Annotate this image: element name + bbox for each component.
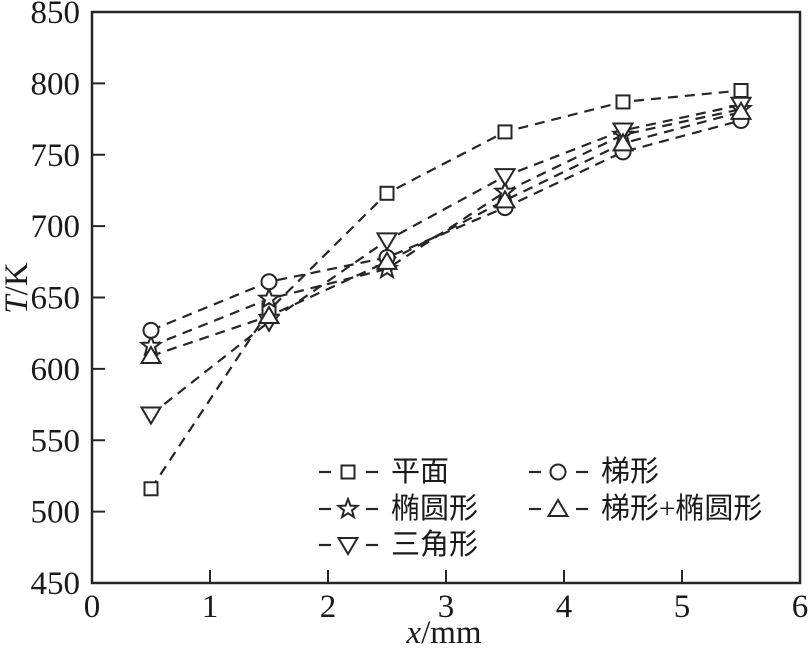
legend-item-triangle: 三角形	[318, 528, 478, 562]
x-tick-label: 0	[84, 589, 101, 625]
y-tick-label: 650	[31, 281, 81, 317]
triangle-up-marker	[257, 305, 281, 325]
square-marker	[615, 94, 631, 110]
x-tick-label: 1	[202, 589, 219, 625]
legend-label: 椭圆形	[391, 493, 479, 525]
y-tick-label: 500	[31, 495, 81, 531]
triangle-down-marker	[493, 168, 517, 188]
circle-marker	[260, 273, 278, 291]
legend-label: 梯形	[601, 456, 660, 488]
legend-item-plane: 平面	[318, 455, 449, 489]
series-line-1	[150, 108, 742, 348]
triangle-up-marker	[139, 345, 163, 365]
circle-marker	[549, 463, 567, 481]
star-marker-icon	[319, 497, 378, 520]
y-tick-label: 800	[31, 66, 81, 102]
y-tick-label: 600	[31, 352, 81, 388]
triangle-up-marker	[546, 498, 570, 517]
legend-item-trapezoid: 梯形	[528, 455, 659, 489]
square-marker-icon	[319, 464, 378, 480]
triangle-up-marker	[493, 189, 517, 209]
x-axis-title: x/mm	[344, 616, 544, 652]
legend-label: 三角形	[391, 529, 479, 561]
x-axis-unit: /mm	[421, 615, 482, 651]
triangle-down-marker	[139, 406, 163, 426]
x-tick-label: 3	[438, 589, 455, 625]
triangle-up-marker-icon	[529, 498, 588, 517]
y-axis-title: T/K	[0, 228, 35, 348]
legend-label: 梯形+椭圆形	[601, 493, 763, 525]
y-axis-variable: T	[0, 295, 35, 314]
x-tick-label: 6	[792, 589, 808, 625]
triangle-up-marker	[375, 250, 399, 270]
y-tick-label: 700	[31, 209, 81, 245]
square-marker	[379, 185, 395, 201]
triangle-down-marker	[375, 232, 399, 252]
square-marker	[340, 464, 356, 480]
triangle-down-marker	[611, 122, 635, 142]
triangle-up-marker	[729, 100, 753, 120]
series-line-3	[150, 119, 742, 332]
star-marker	[256, 286, 282, 310]
star-marker	[335, 497, 361, 520]
y-tick-label: 450	[31, 566, 81, 602]
square-marker	[143, 481, 159, 497]
triangle-down-marker	[336, 537, 360, 556]
legend-item-ellipse: 椭圆形	[318, 492, 478, 526]
square-marker	[497, 124, 513, 140]
circle-marker	[142, 321, 160, 339]
x-axis-variable: x	[406, 615, 422, 651]
x-tick-label: 5	[674, 589, 691, 625]
x-tick-label: 4	[556, 589, 573, 625]
y-tick-label: 850	[31, 0, 81, 31]
legend-label: 平面	[391, 456, 450, 488]
circle-marker-icon	[529, 463, 588, 481]
triangle-down-marker-icon	[319, 537, 378, 556]
square-marker	[733, 83, 749, 99]
series-line-4	[150, 110, 742, 358]
series-line-0	[150, 89, 742, 490]
legend-item-trapezoid-ellipse: 梯形+椭圆形	[528, 492, 762, 526]
y-axis-unit: /K	[0, 262, 35, 296]
triangle-up-marker	[611, 132, 635, 152]
x-tick-label: 2	[320, 589, 337, 625]
series-line-2	[150, 103, 742, 416]
y-tick-label: 550	[31, 423, 81, 459]
y-tick-label: 750	[31, 138, 81, 174]
